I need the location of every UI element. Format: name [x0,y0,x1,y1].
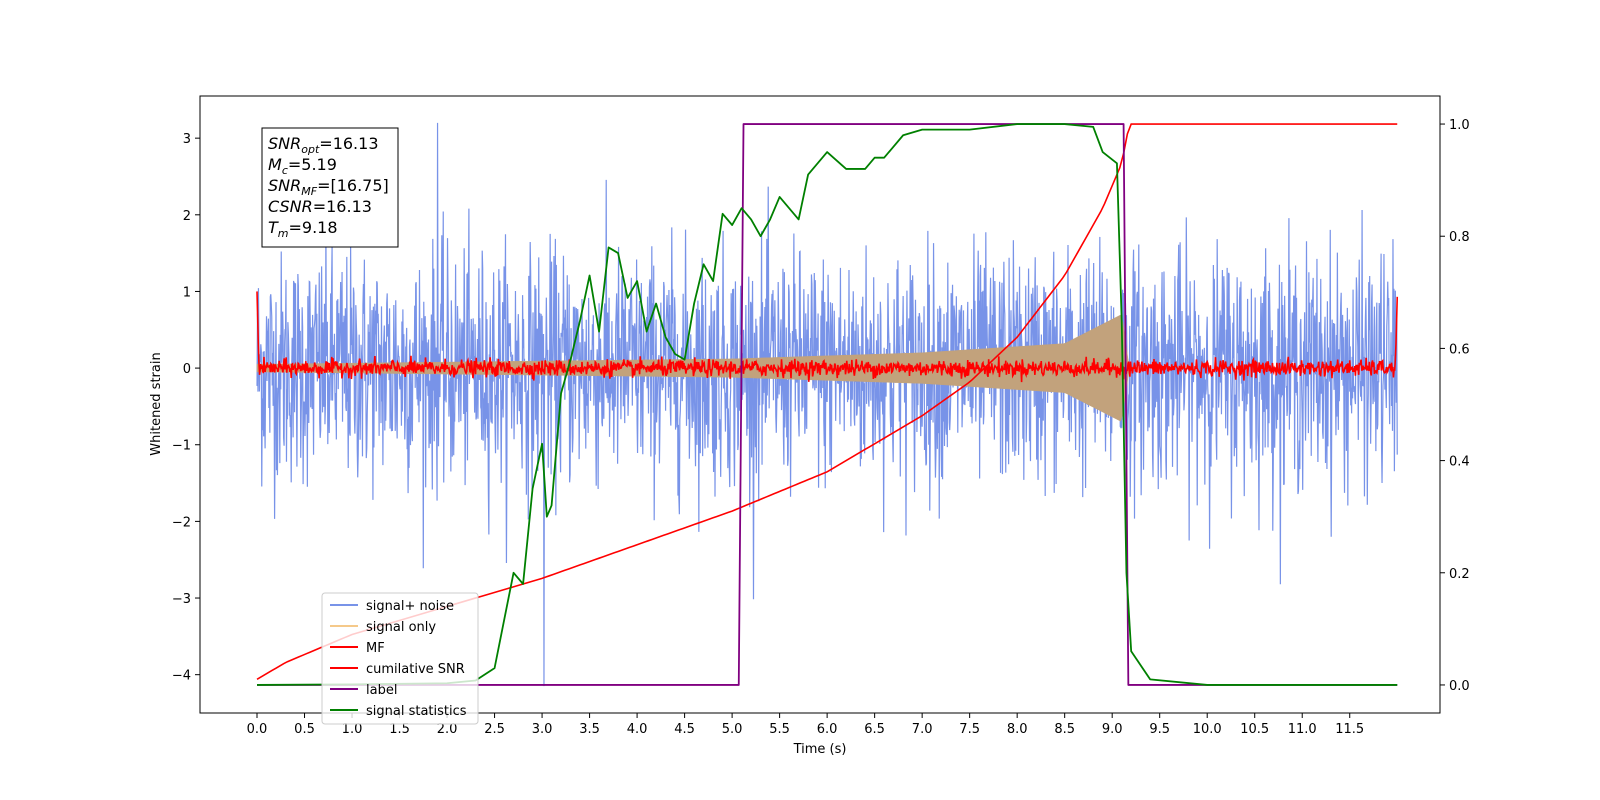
legend: signal+ noise signal only MF cumilative SNR… [321,592,479,725]
series-layer [256,122,1399,687]
series-label [257,123,1398,686]
x-tick-label: 7.0 [912,722,933,737]
info-line: Tm=9.18 [268,218,338,240]
info-line: SNRopt=16.13 [268,134,379,156]
x-tick-label: 3.5 [579,722,600,737]
y-tick-label: 3 [183,132,191,147]
x-tick-label: 11.0 [1288,722,1317,737]
legend-label: MF [366,641,385,656]
info-line: CSNR=16.13 [268,197,372,216]
x-tick-label: 4.5 [674,722,695,737]
x-tick-label: 2.0 [437,722,458,737]
x-tick-label: 8.0 [1007,722,1028,737]
x-tick-label: 11.5 [1335,722,1364,737]
x-tick-label: 9.0 [1102,722,1123,737]
y-tick-label: 2 [183,209,191,224]
x-axis-label: Time (s) [793,742,847,757]
x-tick-label: 10.5 [1240,722,1269,737]
y-tick-label: −2 [172,515,191,530]
x-tick-label: 1.0 [342,722,363,737]
legend-label: label [366,683,397,698]
info-box: SNRopt=16.13Mc=5.19SNRMF=[16.75]CSNR=16.… [261,127,399,248]
x-tick-label: 7.5 [959,722,980,737]
y-axis-right: 1.0 0.8 0.6 0.4 0.2 0.0 [1440,118,1470,694]
x-tick-label: 0.5 [294,722,315,737]
x-tick-label: 3.0 [532,722,553,737]
y-tick-label: −1 [172,439,191,454]
y2-tick-label: 0.4 [1449,455,1470,470]
x-tick-label: 6.5 [864,722,885,737]
series-mf [256,291,1399,383]
info-box-frame [261,127,399,248]
y-tick-label: −3 [172,592,191,607]
series-signal-statistics [257,123,1398,686]
info-line: Mc=5.19 [268,155,337,177]
x-tick-label: 1.5 [389,722,410,737]
x-tick-label: 5.5 [769,722,790,737]
legend-label: signal only [366,620,436,635]
x-tick-label: 0.0 [247,722,268,737]
legend-label: signal statistics [366,704,467,719]
x-tick-label: 5.0 [722,722,743,737]
y-tick-label: −4 [172,669,191,684]
y-tick-label: 1 [183,285,191,300]
y2-tick-label: 0.2 [1449,567,1470,582]
x-axis: 0.0 0.5 1.0 1.5 2.0 2.5 3.0 3.5 4.0 4.5 5.0 5.5 6.0 6… [247,713,1364,737]
x-tick-label: 10.0 [1193,722,1222,737]
y-tick-label: 0 [183,362,191,377]
info-line: SNRMF=[16.75] [268,176,389,198]
y2-tick-label: 0.0 [1449,679,1470,694]
legend-label: cumilative SNR [366,662,465,677]
x-tick-label: 9.5 [1149,722,1170,737]
y-axis-left: 3 2 1 0 −1 −2 −3 −4 [172,132,200,684]
y2-tick-label: 1.0 [1449,118,1470,133]
legend-frame [321,592,479,725]
x-tick-label: 2.5 [484,722,505,737]
x-tick-label: 8.5 [1054,722,1075,737]
plot-frame [199,95,1441,714]
y-axis-label: Whitened strain [149,352,164,455]
x-tick-label: 4.0 [627,722,648,737]
y2-tick-label: 0.6 [1449,342,1470,357]
x-tick-label: 6.0 [817,722,838,737]
y2-tick-label: 0.8 [1449,230,1470,245]
legend-label: signal+ noise [366,599,454,614]
